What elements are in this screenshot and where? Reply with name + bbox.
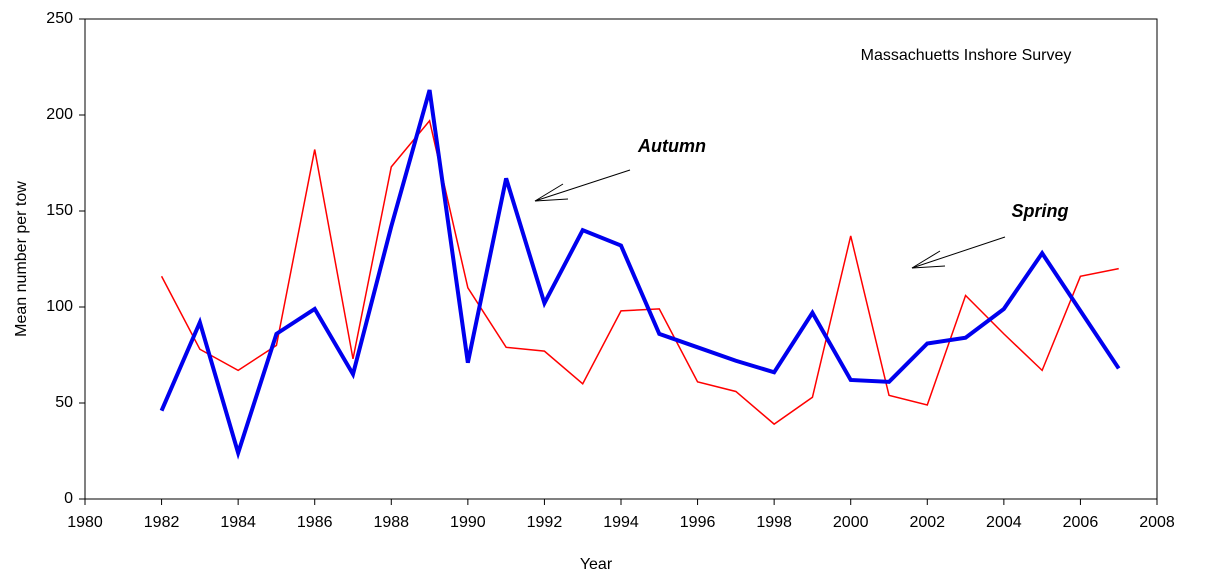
spring-arrow <box>911 236 1006 269</box>
x-tick-label: 2004 <box>986 514 1022 531</box>
arrow-head <box>911 250 941 269</box>
x-axis-label: Year <box>580 556 613 573</box>
y-tick-label: 0 <box>64 490 73 507</box>
arrow-head <box>911 265 946 269</box>
y-tick-label: 250 <box>46 10 73 27</box>
x-tick-label: 1986 <box>297 514 333 531</box>
x-tick-label: 2000 <box>833 514 869 531</box>
autumn-annotation: Autumn <box>637 136 706 156</box>
autumn-arrow <box>534 169 631 202</box>
x-tick-label: 1984 <box>220 514 256 531</box>
y-tick-label: 100 <box>46 298 73 315</box>
x-tick-label: 2006 <box>1063 514 1099 531</box>
x-tick-label: 2008 <box>1139 514 1175 531</box>
x-tick-label: 1988 <box>373 514 409 531</box>
arrow-line <box>911 236 1006 269</box>
x-tick-label: 1980 <box>67 514 103 531</box>
y-tick-label: 50 <box>55 394 73 411</box>
spring-annotation: Spring <box>1012 201 1069 221</box>
survey-annotation: Massachuetts Inshore Survey <box>861 47 1072 64</box>
x-tick-label: 1982 <box>144 514 180 531</box>
y-tick-label: 150 <box>46 202 73 219</box>
series-line <box>160 119 1119 426</box>
x-tick-label: 1992 <box>527 514 563 531</box>
arrow-head <box>534 183 564 202</box>
x-tick-label: 1990 <box>450 514 486 531</box>
x-tick-label: 1996 <box>680 514 716 531</box>
y-axis-label: Mean number per tow <box>13 181 30 337</box>
x-tick-label: 2002 <box>909 514 945 531</box>
series-line <box>159 89 1121 460</box>
x-tick-label: 1998 <box>756 514 792 531</box>
arrow-line <box>534 169 631 202</box>
x-tick-label: 1994 <box>603 514 639 531</box>
y-tick-label: 200 <box>46 106 73 123</box>
arrow-head <box>534 198 569 202</box>
